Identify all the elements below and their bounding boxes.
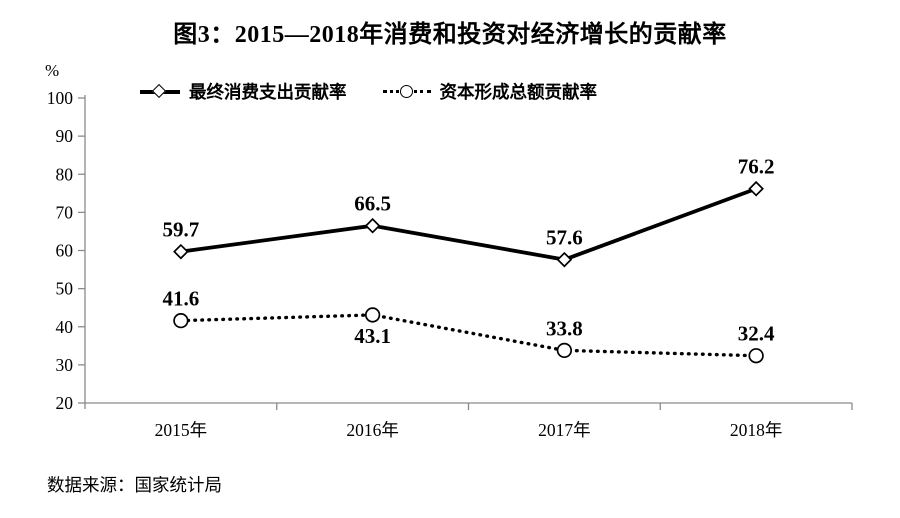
circle-data-marker bbox=[173, 313, 189, 329]
diamond-data-marker bbox=[173, 243, 189, 260]
series-line-capital-formation bbox=[179, 313, 758, 358]
y-tick-label: 90 bbox=[56, 126, 74, 146]
solid-line-diamond-swatch bbox=[140, 83, 180, 99]
data-point-label: 43.1 bbox=[354, 324, 391, 348]
line-chart: 20 30 40 50 60 70 80 90 100 2015年 2016年 2017年 2018年 4… bbox=[47, 88, 853, 440]
legend-item-capital-formation: 资本形成总额贡献率 bbox=[382, 79, 598, 104]
y-tick-label: 30 bbox=[56, 355, 74, 375]
data-point-label: 33.8 bbox=[546, 316, 583, 340]
diamond-data-marker bbox=[556, 251, 573, 268]
diamond-data-marker bbox=[748, 180, 764, 197]
data-point-label: 32.4 bbox=[738, 322, 775, 346]
source-note: 数据来源：国家统计局 bbox=[47, 475, 222, 495]
y-tick-label: 40 bbox=[56, 317, 74, 337]
y-tick-label: 80 bbox=[56, 164, 74, 184]
data-point-label: 76.2 bbox=[738, 155, 775, 179]
circle-data-marker bbox=[748, 348, 764, 364]
data-point-label: 57.6 bbox=[546, 226, 583, 250]
dotted-line-circle-swatch bbox=[382, 85, 431, 98]
x-category-label: 2018年 bbox=[730, 420, 783, 440]
diamond-data-marker bbox=[364, 217, 381, 234]
circle-data-marker bbox=[364, 307, 381, 323]
y-tick-label: 50 bbox=[56, 279, 74, 299]
legend-item-consumption: 最终消费支出贡献率 bbox=[140, 79, 347, 104]
chart-title: 图3：2015—2018年消费和投资对经济增长的贡献率 bbox=[173, 22, 727, 48]
chart-legend: 最终消费支出贡献率 资本形成总额贡献率 bbox=[140, 79, 597, 104]
series-line-consumption bbox=[180, 186, 757, 262]
x-category-label: 2015年 bbox=[155, 420, 208, 440]
legend-label-capital-formation: 资本形成总额贡献率 bbox=[439, 82, 598, 102]
data-point-label: 59.7 bbox=[163, 218, 200, 242]
x-category-label: 2016年 bbox=[346, 420, 399, 440]
y-axis-unit-label: % bbox=[45, 61, 60, 80]
y-tick-label: 20 bbox=[56, 393, 74, 413]
y-tick-label: 70 bbox=[56, 202, 74, 222]
y-tick-label: 100 bbox=[47, 88, 74, 108]
data-point-label: 41.6 bbox=[163, 287, 200, 311]
circle-marker-icon bbox=[399, 85, 413, 98]
x-category-label: 2017年 bbox=[538, 420, 591, 440]
legend-label-consumption: 最终消费支出贡献率 bbox=[189, 82, 347, 102]
data-point-label: 66.5 bbox=[354, 192, 391, 216]
circle-data-marker bbox=[556, 342, 573, 359]
y-tick-label: 60 bbox=[56, 241, 74, 261]
diamond-marker-icon bbox=[151, 83, 167, 99]
